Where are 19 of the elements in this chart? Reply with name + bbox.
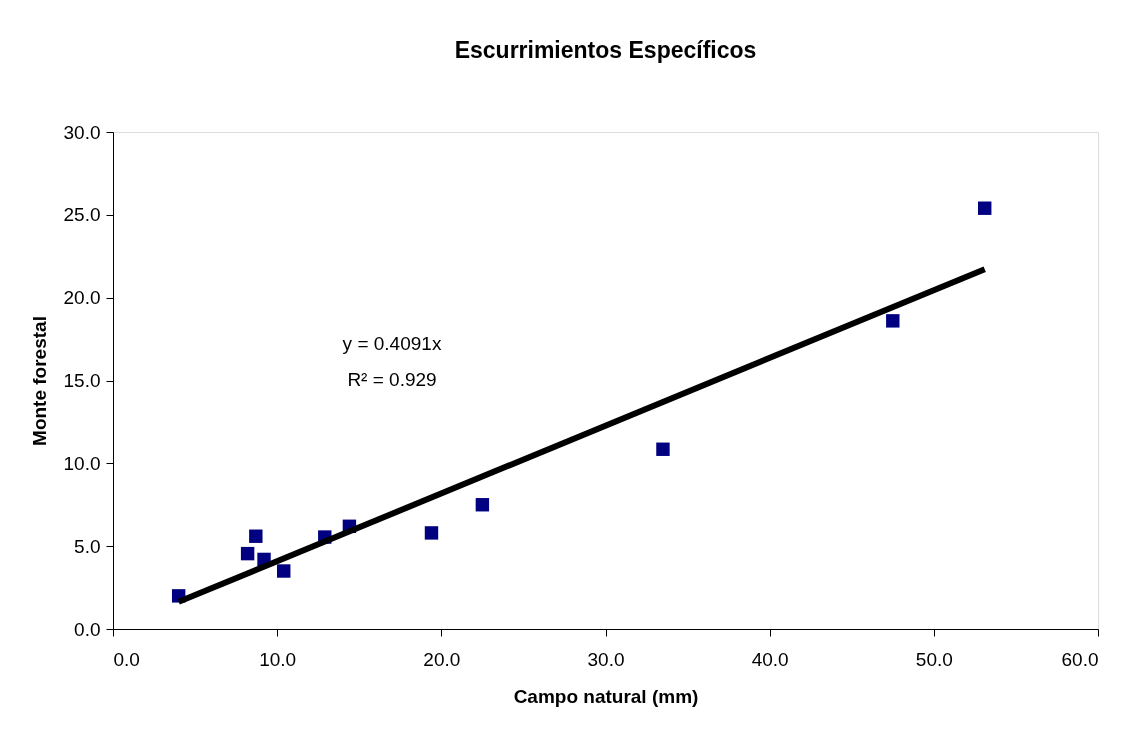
x-tick-label: 50.0 [915,648,953,670]
y-tick-label: 15.0 [63,370,101,391]
x-tick-label: 40.0 [751,648,789,670]
annotation: R² = 0.929 [347,369,437,390]
annotation: y = 0.4091x [342,333,442,354]
x-tick-label: 60.0 [1061,648,1099,670]
y-tick-label: 30.0 [63,121,101,143]
x-tick-label: 10.0 [259,648,297,670]
y-tick-label: 5.0 [74,535,101,557]
y-tick-label: 20.0 [63,287,101,309]
x-tick-label: 30.0 [587,648,625,670]
x-tick-label: 0.0 [113,648,140,670]
y-tick-label: 0.0 [74,618,101,640]
chart-title: Escurrimientos Específicos [454,37,757,63]
y-tick-label: 10.0 [63,452,101,474]
y-axis-title: Monte forestal [28,316,50,446]
x-tick-label: 20.0 [423,648,461,670]
x-axis-title: Campo natural (mm) [513,685,699,707]
y-tick-label: 25.0 [63,204,101,226]
